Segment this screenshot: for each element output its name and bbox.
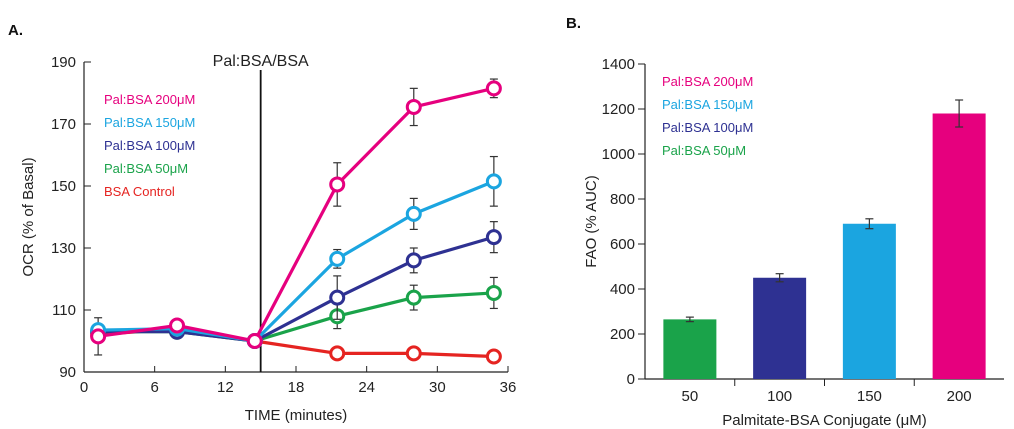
series-line-pal-bsa-200-m bbox=[97, 86, 495, 343]
bar-100 bbox=[753, 277, 807, 379]
data-point-pal-bsa-150-m bbox=[405, 205, 422, 222]
y-tick-label: 1000 bbox=[602, 146, 635, 163]
legend-entry-pal-bsa-200-m: Pal:BSA 200μM bbox=[662, 74, 753, 89]
data-point-bsa-control bbox=[329, 345, 346, 362]
legend-entry-pal-bsa-50-m: Pal:BSA 50μM bbox=[104, 161, 188, 176]
legend-entry-pal-bsa-100-m: Pal:BSA 100μM bbox=[662, 120, 753, 135]
x-tick-label: 100 bbox=[767, 388, 792, 405]
y-tick-label: 170 bbox=[51, 116, 76, 133]
y-tick-label: 190 bbox=[51, 54, 76, 71]
y-axis-title: FAO (% AUC) bbox=[583, 175, 600, 268]
treatment-marker-label: Pal:BSA/BSA bbox=[213, 53, 309, 70]
data-point-pal-bsa-150-m bbox=[329, 250, 346, 267]
data-point-pal-bsa-150-m bbox=[485, 173, 502, 190]
panel-b-letter: B. bbox=[566, 15, 581, 32]
data-point-bsa-control bbox=[405, 345, 422, 362]
data-point-pal-bsa-50-m bbox=[485, 284, 502, 301]
x-tick-label: 150 bbox=[857, 388, 882, 405]
y-tick-label: 400 bbox=[610, 281, 635, 298]
legend-entry-pal-bsa-150-m: Pal:BSA 150μM bbox=[104, 115, 195, 130]
x-tick-label: 12 bbox=[217, 379, 234, 396]
bar-50 bbox=[663, 319, 717, 379]
x-tick-label: 200 bbox=[947, 388, 972, 405]
y-tick-label: 150 bbox=[51, 178, 76, 195]
data-point-pal-bsa-200-m bbox=[329, 176, 346, 193]
y-tick-label: 200 bbox=[610, 326, 635, 343]
x-tick-label: 30 bbox=[429, 379, 446, 396]
legend-entry-bsa-control: BSA Control bbox=[104, 184, 175, 199]
y-tick-label: 1200 bbox=[602, 101, 635, 118]
data-point-pal-bsa-200-m bbox=[90, 328, 107, 345]
panel-a-letter: A. bbox=[8, 22, 23, 39]
legend-entry-pal-bsa-50-m: Pal:BSA 50μM bbox=[662, 143, 746, 158]
data-point-pal-bsa-100-m bbox=[405, 252, 422, 269]
y-axis-title: OCR (% of Basal) bbox=[20, 157, 37, 276]
data-point-pal-bsa-200-m bbox=[485, 80, 502, 97]
x-tick-label: 50 bbox=[682, 388, 699, 405]
y-tick-label: 800 bbox=[610, 191, 635, 208]
x-axis-title: Palmitate-BSA Conjugate (μM) bbox=[722, 412, 927, 429]
y-tick-label: 1400 bbox=[602, 56, 635, 73]
data-point-pal-bsa-50-m bbox=[405, 289, 422, 306]
x-tick-label: 0 bbox=[80, 379, 88, 396]
legend-entry-pal-bsa-100-m: Pal:BSA 100μM bbox=[104, 138, 195, 153]
y-tick-label: 600 bbox=[610, 236, 635, 253]
y-tick-label: 90 bbox=[59, 364, 76, 381]
x-tick-label: 6 bbox=[150, 379, 158, 396]
data-point-bsa-control bbox=[485, 348, 502, 365]
x-tick-label: 24 bbox=[358, 379, 375, 396]
legend-entry-pal-bsa-200-m: Pal:BSA 200μM bbox=[104, 92, 195, 107]
bar-150 bbox=[842, 223, 896, 379]
y-tick-label: 0 bbox=[627, 371, 635, 388]
panel-a-line-chart: 90 110 130 150 170 190 0 6 12 18 24 30 36 TIME (minut… bbox=[20, 53, 516, 424]
data-point-pal-bsa-200-m bbox=[405, 98, 422, 115]
data-point-pal-bsa-100-m bbox=[485, 229, 502, 246]
series-line-pal-bsa-100-m bbox=[98, 235, 495, 343]
x-tick-label: 18 bbox=[288, 379, 305, 396]
y-tick-label: 110 bbox=[52, 302, 76, 319]
legend-entry-pal-bsa-150-m: Pal:BSA 150μM bbox=[662, 97, 753, 112]
panel-b-bar-chart: 0 200 400 600 800 1000 1200 1400 50 100 150 200 Palm… bbox=[583, 56, 1004, 429]
y-tick-label: 130 bbox=[51, 240, 76, 257]
data-point-pal-bsa-100-m bbox=[329, 289, 346, 306]
x-tick-label: 36 bbox=[500, 379, 517, 396]
data-point-pal-bsa-200-m bbox=[169, 317, 186, 334]
data-point-pal-bsa-200-m bbox=[246, 333, 263, 349]
bar-200 bbox=[932, 113, 986, 379]
x-axis-title: TIME (minutes) bbox=[245, 407, 348, 424]
